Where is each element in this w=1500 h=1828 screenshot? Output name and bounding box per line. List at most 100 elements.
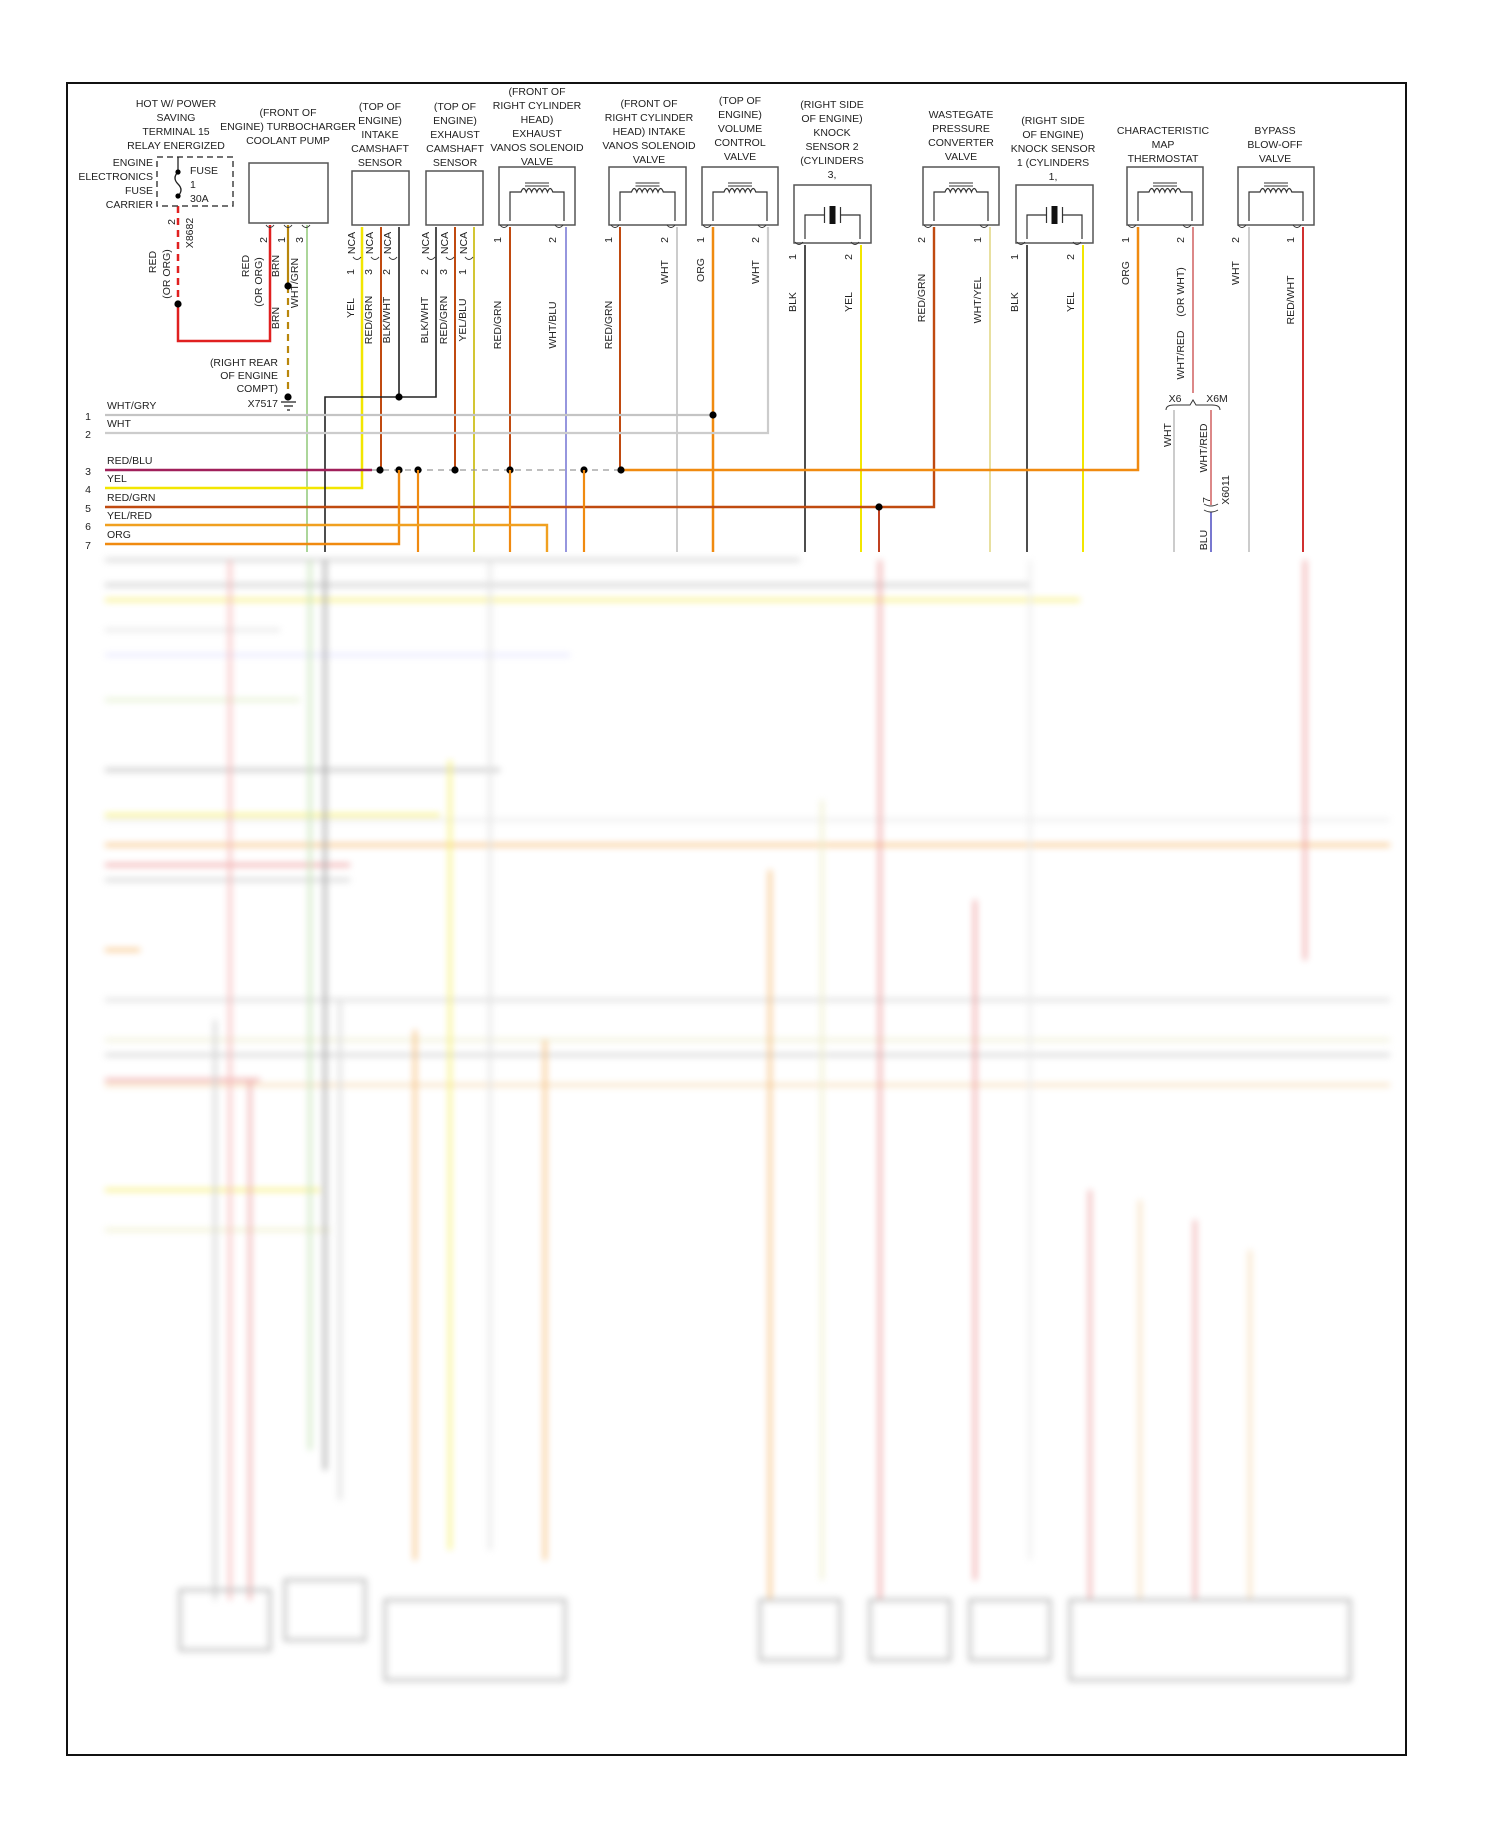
wire-label: YEL bbox=[345, 298, 357, 318]
piezo-sensor-icon bbox=[1026, 207, 1083, 239]
fuse-label: 1 bbox=[190, 179, 196, 191]
exhaust-camshaft-sensor-title: EXHAUST bbox=[430, 129, 480, 141]
exhaust-camshaft-sensor-title: ENGINE) bbox=[433, 115, 477, 127]
fuse-carrier-title: SAVING bbox=[157, 112, 196, 124]
volume-control-valve-title: VOLUME bbox=[718, 123, 762, 135]
wire-label: BLK/WHT bbox=[381, 296, 393, 343]
exhaust-vanos-solenoid-valve-title: (FRONT OF bbox=[509, 86, 566, 98]
fuse-carrier-label: ELECTRONICS bbox=[78, 171, 153, 183]
pin-number: 2 bbox=[1065, 254, 1077, 260]
solenoid-coil-icon bbox=[1248, 187, 1304, 221]
wire-label: BLU bbox=[1198, 530, 1210, 550]
pin-terminal-icon bbox=[666, 224, 676, 228]
characteristic-map-thermostat-title: THERMOSTAT bbox=[1128, 153, 1199, 165]
pin-terminal-icon bbox=[445, 256, 455, 260]
pin-number: 2 bbox=[1175, 237, 1187, 243]
row-wire-label: RED/BLU bbox=[107, 455, 153, 467]
exhaust-vanos-solenoid-valve-title: EXHAUST bbox=[512, 128, 562, 140]
row-wire-label: YEL bbox=[107, 473, 127, 485]
knock-sensor-1-title: OF ENGINE) bbox=[1022, 129, 1083, 141]
blurred-lower-section bbox=[105, 558, 1390, 1682]
characteristic-map-thermostat-box bbox=[1126, 166, 1204, 226]
wire-label: (OR ORG) bbox=[161, 249, 173, 299]
wire-label: ORG bbox=[695, 258, 707, 282]
turbocharger-coolant-pump-title: (FRONT OF bbox=[260, 107, 317, 119]
solenoid-core-icon bbox=[1264, 182, 1288, 187]
pin-number: 2 bbox=[843, 254, 855, 260]
pin-terminal-icon bbox=[1237, 224, 1247, 228]
solenoid-core-icon bbox=[728, 182, 752, 187]
solenoid-coil-icon bbox=[712, 187, 768, 221]
pin-number: 1 bbox=[603, 237, 615, 243]
pin-terminal-icon bbox=[388, 256, 398, 260]
knock-sensor-1-title: 1, bbox=[1049, 171, 1058, 183]
wire-label: WHT bbox=[750, 259, 762, 283]
pin-terminal-icon bbox=[610, 224, 620, 228]
wire-label: BRN bbox=[270, 307, 282, 329]
wastegate-pressure-converter-valve-box bbox=[922, 166, 1000, 226]
nca-label: NCA bbox=[420, 232, 432, 254]
connector-x6-label: X6 bbox=[1169, 393, 1182, 405]
pin-number: 2 bbox=[1230, 237, 1242, 243]
fuse-carrier-title: HOT W/ POWER bbox=[136, 98, 217, 110]
volume-control-valve-title: VALVE bbox=[724, 151, 756, 163]
intake-vanos-solenoid-valve-title: HEAD) INTAKE bbox=[613, 126, 686, 138]
intake-vanos-solenoid-valve-box bbox=[608, 166, 687, 226]
intake-camshaft-sensor-title: (TOP OF bbox=[359, 101, 401, 113]
bypass-blow-off-valve-box bbox=[1237, 166, 1315, 226]
wire-label: RED/GRN bbox=[363, 296, 375, 344]
ground-location-label: OF ENGINE bbox=[220, 370, 278, 382]
connector-id: X8682 bbox=[184, 218, 196, 249]
row-number: 3 bbox=[85, 466, 91, 478]
row-number: 1 bbox=[85, 411, 91, 423]
solenoid-core-icon bbox=[1153, 182, 1177, 187]
pin-terminal-icon bbox=[979, 224, 989, 228]
row-wire-label: YEL/RED bbox=[107, 510, 152, 522]
fuse-label: FUSE bbox=[190, 165, 218, 177]
blurred-connector-box bbox=[383, 1598, 567, 1682]
turbocharger-coolant-pump-title: ENGINE) TURBOCHARGER bbox=[220, 121, 356, 133]
connector-brace-icon bbox=[1165, 399, 1221, 411]
piezo-sensor-icon bbox=[804, 207, 861, 239]
intake-camshaft-sensor-title: INTAKE bbox=[361, 129, 398, 141]
wire-label: RED/GRN bbox=[438, 296, 450, 344]
wire-label: BRN bbox=[270, 255, 282, 277]
wire-label: (OR ORG) bbox=[253, 257, 265, 307]
pin-number: 2 bbox=[258, 237, 270, 243]
wire-label: WHT bbox=[1162, 422, 1174, 446]
wire-label: YEL bbox=[843, 292, 855, 312]
splice-dot bbox=[284, 282, 292, 290]
wire-label: ORG bbox=[1120, 261, 1132, 285]
exhaust-vanos-solenoid-valve-title: HEAD) bbox=[521, 114, 554, 126]
bypass-blow-off-valve-title: BLOW-OFF bbox=[1247, 139, 1302, 151]
piezo-element-icon bbox=[1051, 206, 1058, 224]
blurred-connector-box bbox=[283, 1578, 367, 1642]
volume-control-valve-title: (TOP OF bbox=[719, 95, 761, 107]
pin-terminal-icon bbox=[702, 224, 712, 228]
knock-sensor-2-title: KNOCK bbox=[813, 127, 850, 139]
solenoid-core-icon bbox=[525, 182, 549, 187]
nca-label: NCA bbox=[382, 232, 394, 254]
pin-terminal-icon bbox=[370, 256, 380, 260]
connector-x6m-label: X6M bbox=[1206, 393, 1228, 405]
row-wire-label: WHT/GRY bbox=[107, 400, 156, 412]
intake-vanos-solenoid-valve-title: RIGHT CYLINDER bbox=[605, 112, 694, 124]
ground-dot bbox=[284, 393, 292, 401]
fuse-carrier-label: CARRIER bbox=[106, 199, 154, 211]
turbocharger-coolant-pump-box bbox=[248, 162, 329, 224]
knock-sensor-2-title: (RIGHT SIDE bbox=[800, 99, 863, 111]
row-number: 5 bbox=[85, 503, 91, 515]
pin-number: 2 bbox=[916, 237, 928, 243]
pin-number: 7 bbox=[1201, 497, 1213, 503]
wire-label: RED/GRN bbox=[603, 301, 615, 349]
wire-label: RED bbox=[240, 254, 252, 277]
pin-terminal-icon bbox=[499, 224, 509, 228]
characteristic-map-thermostat-title: CHARACTERISTIC bbox=[1117, 125, 1210, 137]
exhaust-camshaft-sensor-title: CAMSHAFT bbox=[426, 143, 484, 155]
pin-number: 2 bbox=[381, 269, 393, 275]
knock-sensor-1-title: 1 (CYLINDERS bbox=[1017, 157, 1089, 169]
ground-id: X7517 bbox=[248, 398, 279, 410]
intake-vanos-solenoid-valve-title: (FRONT OF bbox=[621, 98, 678, 110]
diagram-border bbox=[66, 82, 1407, 1756]
